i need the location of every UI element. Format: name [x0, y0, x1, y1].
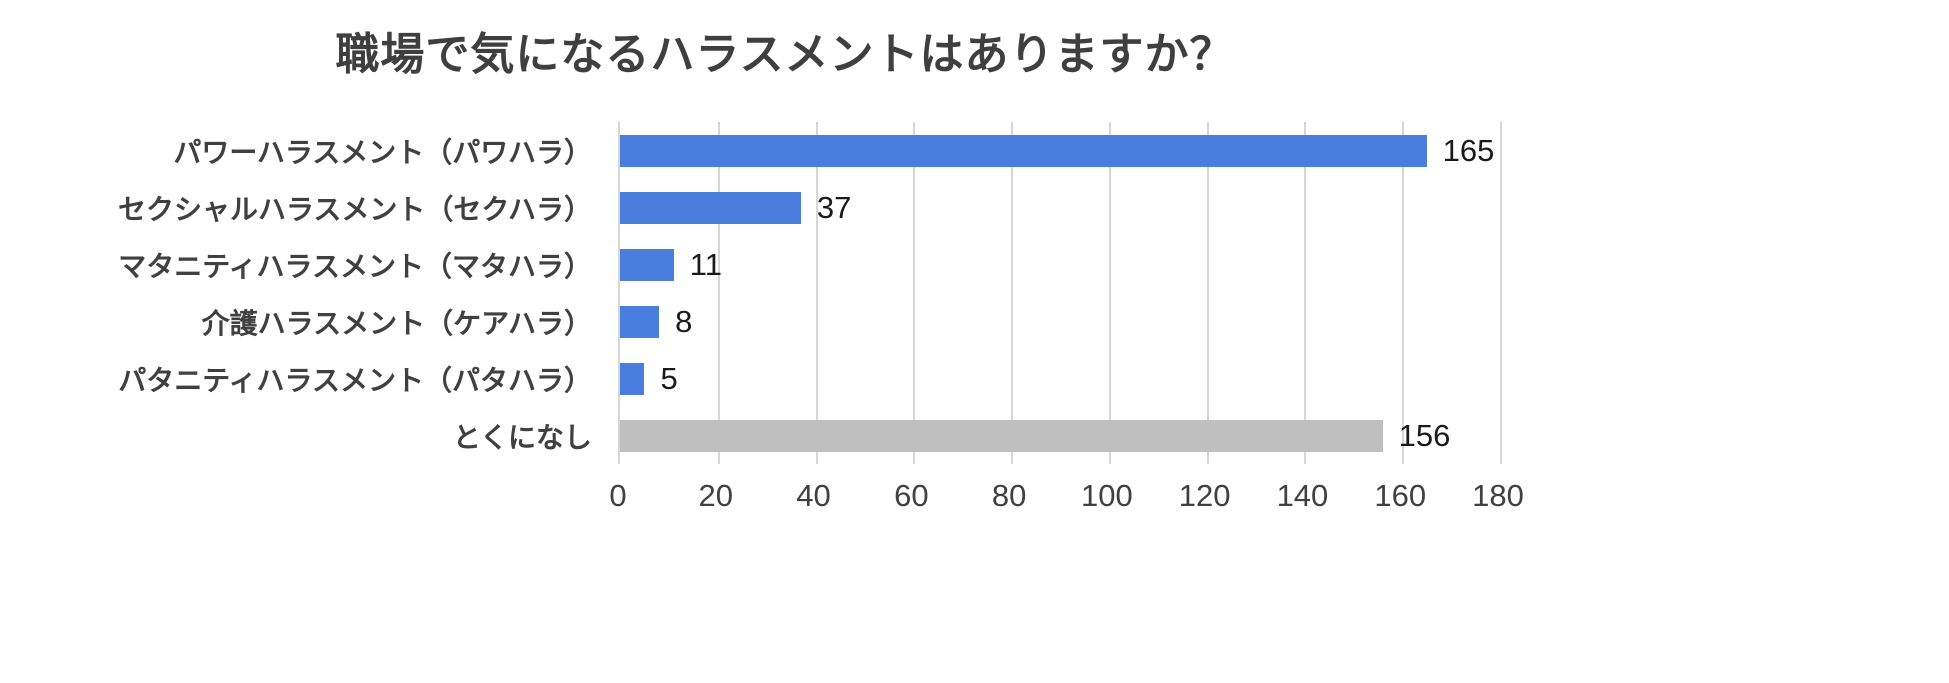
gridline	[1011, 122, 1014, 464]
category-label: パワーハラスメント（パワハラ）	[173, 136, 592, 168]
bar-row: 11	[620, 236, 1500, 293]
x-tick-label: 60	[894, 478, 929, 513]
x-tick-label: 180	[1472, 478, 1524, 513]
value-label: 165	[1442, 132, 1495, 168]
x-tick-label: 160	[1374, 478, 1427, 513]
x-tick-label: 0	[609, 478, 627, 513]
value-label: 37	[816, 189, 852, 225]
chart-title: 職場で気になるハラスメントはありますか？	[335, 30, 1235, 79]
gridline	[1108, 122, 1111, 464]
bar	[620, 191, 801, 224]
x-axis-wrap: 0 20 40 60 80 100 120 140 160 180	[0, 478, 1570, 524]
bar-row: 165	[620, 122, 1500, 179]
gridline	[913, 122, 916, 464]
chart-body: パワーハラスメント（パワハラ） セクシャルハラスメント（セクハラ） マタニティハラス…	[0, 122, 1570, 464]
gridline	[1402, 122, 1405, 464]
category-label: とくになし	[452, 421, 592, 453]
category-label: 介護ハラスメント（ケアハラ）	[201, 307, 592, 339]
bar-row: 8	[620, 293, 1500, 350]
value-label: 8	[675, 303, 693, 339]
category-label: セクシャルハラスメント（セクハラ）	[117, 193, 592, 225]
gridline	[1304, 122, 1307, 464]
x-tick-label: 20	[698, 478, 734, 513]
bar-row: 5	[620, 350, 1500, 407]
bar-chart: 職場で気になるハラスメントはありますか？ パワーハラスメント（パワハラ） セクシャ…	[0, 10, 1570, 524]
category-label: マタニティハラスメント（マタハラ）	[118, 250, 592, 282]
bar	[620, 248, 674, 281]
x-axis: 0 20 40 60 80 100 120 140 160 180	[609, 478, 1523, 524]
value-label: 5	[660, 360, 678, 396]
gridline	[717, 122, 720, 464]
bar-row: 156	[620, 407, 1500, 464]
bar-row: 37	[620, 179, 1500, 236]
x-tick-label: 120	[1178, 478, 1231, 513]
bar	[620, 419, 1383, 452]
gridline	[815, 122, 818, 464]
x-axis-spacer	[0, 478, 618, 524]
bar	[620, 362, 645, 395]
x-tick-label: 80	[991, 478, 1027, 513]
category-labels-column: パワーハラスメント（パワハラ） セクシャルハラスメント（セクハラ） マタニティハラス…	[0, 122, 618, 464]
value-label: 156	[1398, 417, 1451, 453]
bar	[620, 305, 660, 338]
x-tick-label: 40	[796, 478, 831, 513]
plot-area: 165 37 11 8 5 156	[618, 122, 1502, 464]
gridline	[1206, 122, 1209, 464]
x-tick-label: 100	[1081, 478, 1133, 513]
value-label: 11	[689, 246, 722, 282]
x-tick-label: 140	[1276, 478, 1329, 513]
category-label: パタニティハラスメント（パタハラ）	[118, 364, 592, 396]
bar	[620, 134, 1427, 167]
gridline	[1500, 122, 1502, 464]
